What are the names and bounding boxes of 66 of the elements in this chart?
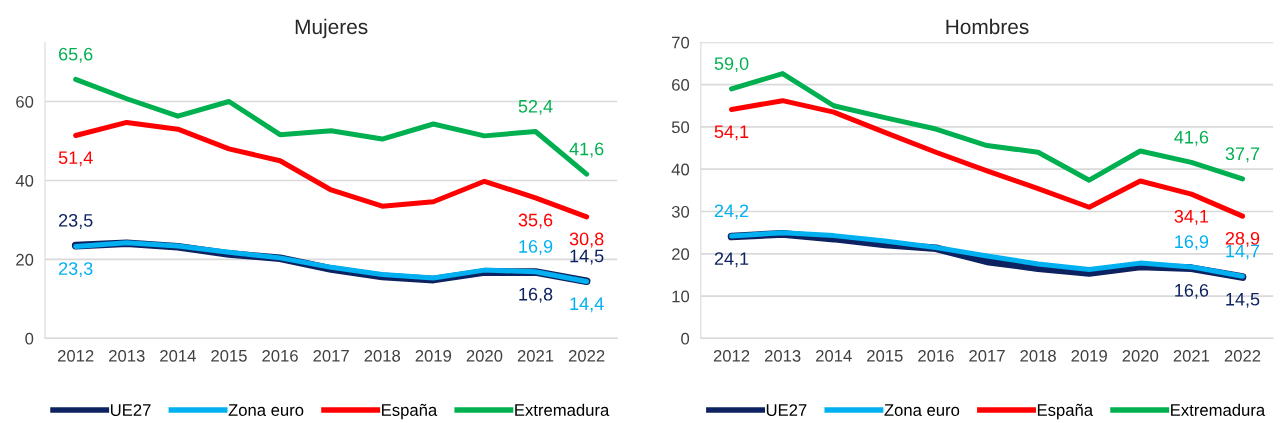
- y-tick-label: 30: [671, 205, 690, 218]
- data-label: 41,6: [1174, 130, 1209, 146]
- data-label: 37,7: [1225, 147, 1260, 163]
- data-label: 52,4: [518, 99, 553, 115]
- x-tick-label: 2018: [364, 349, 401, 362]
- x-tick-label: 2018: [1020, 349, 1056, 362]
- data-label: 24,1: [714, 252, 749, 268]
- y-tick-label: 10: [672, 290, 690, 303]
- x-tick-label: 2017: [969, 349, 1005, 362]
- x-tick-label: 2021: [517, 349, 554, 362]
- y-tick-label: 0: [25, 332, 34, 345]
- x-tick-label: 2014: [160, 349, 196, 362]
- data-label: 35,6: [518, 213, 553, 229]
- y-tick-label: 0: [681, 332, 690, 345]
- x-tick-label: 2022: [1224, 349, 1261, 362]
- x-tick-label: 2014: [816, 349, 852, 362]
- data-label: 23,3: [59, 262, 93, 278]
- x-tick-label: 2016: [262, 349, 298, 362]
- x-tick-label: 2021: [1173, 349, 1210, 362]
- x-tick-label: 2013: [109, 349, 145, 362]
- x-tick-label: 2020: [466, 349, 503, 362]
- y-tick-label: 60: [16, 95, 34, 108]
- legend-label: Zona euro: [884, 404, 960, 416]
- data-label: 14,5: [570, 249, 604, 265]
- data-label: 16,9: [519, 240, 553, 255]
- chart-title: Hombres: [946, 18, 1029, 35]
- x-tick-label: 2013: [764, 349, 801, 362]
- legend-label: Zona euro: [228, 404, 304, 416]
- data-label: 65,6: [59, 47, 93, 63]
- legend-label: Extremadura: [515, 403, 610, 416]
- data-label: 30,8: [569, 232, 604, 248]
- data-label: 23,5: [59, 213, 93, 229]
- legend-label: España: [382, 403, 438, 420]
- x-tick-label: 2020: [1122, 349, 1159, 362]
- x-tick-label: 2019: [415, 349, 452, 362]
- data-label: 54,1: [714, 125, 749, 141]
- x-tick-label: 2015: [211, 349, 247, 362]
- x-tick-label: 2019: [1071, 349, 1107, 362]
- data-label: 14,5: [1226, 293, 1260, 308]
- data-label: 59,0: [714, 57, 749, 73]
- data-label: 16,9: [1175, 235, 1209, 251]
- x-tick-label: 2015: [867, 349, 903, 362]
- x-tick-label: 2012: [57, 349, 94, 362]
- x-tick-label: 2022: [568, 349, 605, 362]
- y-tick-label: 40: [671, 163, 690, 176]
- y-tick-label: 60: [672, 79, 690, 91]
- data-label: 51,4: [58, 151, 93, 167]
- y-tick-label: 20: [16, 253, 34, 266]
- legend-label: Extremadura: [1171, 403, 1266, 416]
- x-tick-label: 2016: [918, 349, 954, 362]
- y-tick-label: 20: [672, 248, 690, 260]
- y-tick-label: 50: [671, 121, 690, 134]
- data-label: 24,2: [714, 204, 749, 220]
- data-label: 14,4: [570, 297, 604, 313]
- chart-title: Mujeres: [295, 18, 368, 39]
- x-tick-label: 2017: [313, 349, 349, 362]
- data-label: 16,6: [1175, 283, 1209, 299]
- y-tick-label: 40: [15, 174, 34, 187]
- y-tick-label: 70: [672, 36, 690, 49]
- data-label: 34,1: [1174, 209, 1209, 225]
- legend-label: UE27: [766, 404, 807, 416]
- legend-label: UE27: [110, 404, 151, 416]
- x-tick-label: 2012: [713, 349, 750, 362]
- data-label: 16,8: [519, 287, 553, 303]
- data-label: 41,6: [569, 142, 604, 158]
- legend-label: España: [1037, 403, 1094, 420]
